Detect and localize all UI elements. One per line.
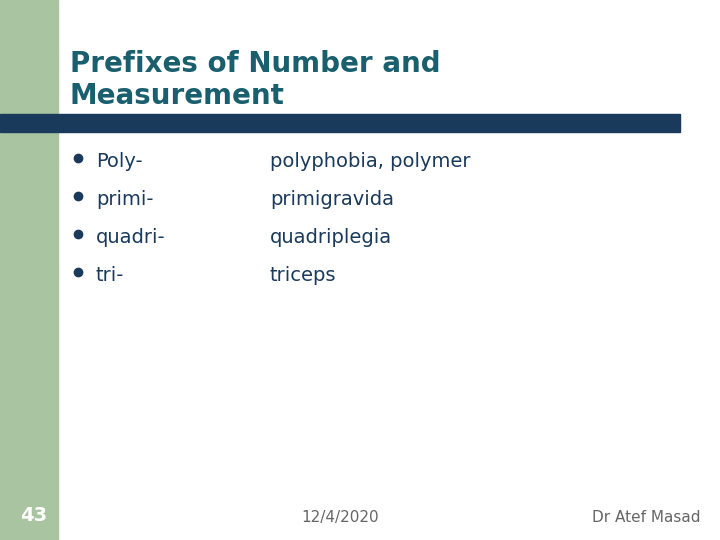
Text: primigravida: primigravida	[270, 190, 394, 209]
Text: triceps: triceps	[270, 266, 336, 285]
Text: 12/4/2020: 12/4/2020	[301, 510, 379, 525]
Bar	[0, 0, 58, 540]
Text: Dr Atef Masad: Dr Atef Masad	[592, 510, 700, 525]
Bar	[0, 114, 680, 132]
Text: quadriplegia: quadriplegia	[270, 228, 392, 247]
Text: tri-: tri-	[96, 266, 125, 285]
Text: Prefixes of Number and: Prefixes of Number and	[70, 50, 441, 78]
Text: polyphobia, polymer: polyphobia, polymer	[270, 152, 470, 171]
Text: Measurement: Measurement	[70, 82, 285, 110]
Text: primi-: primi-	[96, 190, 153, 209]
Text: quadri-: quadri-	[96, 228, 166, 247]
Text: Poly-: Poly-	[96, 152, 143, 171]
Text: 43: 43	[20, 506, 47, 525]
